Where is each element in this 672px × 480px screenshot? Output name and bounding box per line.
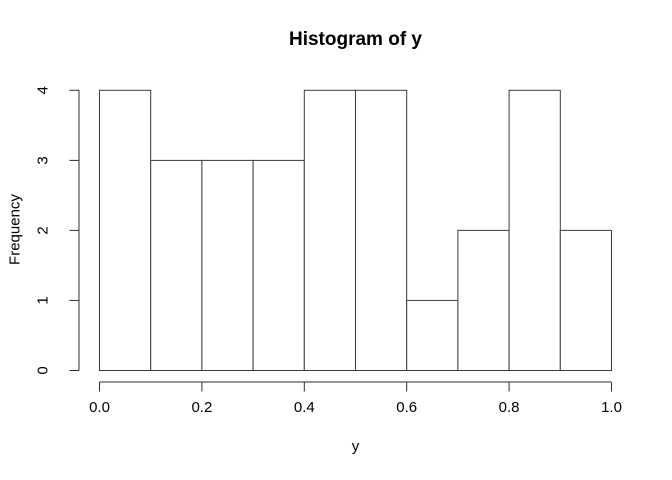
y-tick-label: 2 xyxy=(35,226,52,234)
histogram-bar xyxy=(99,89,152,372)
x-axis-label: y xyxy=(351,438,360,455)
histogram-bar xyxy=(457,229,510,371)
histogram-bar xyxy=(303,89,356,372)
histogram-bar xyxy=(252,159,305,371)
y-tick-label: 1 xyxy=(35,296,52,304)
x-tick-label: 0.8 xyxy=(499,399,520,416)
y-tick-label: 3 xyxy=(35,156,52,164)
x-tick-label: 0.4 xyxy=(294,399,315,416)
x-tick-label: 0.6 xyxy=(396,399,417,416)
y-axis-label: Frequency xyxy=(6,194,24,265)
y-tick-label: 0 xyxy=(35,366,52,374)
x-tick-label: 0.0 xyxy=(89,399,110,416)
histogram-bar xyxy=(508,89,561,372)
histogram-bar xyxy=(150,159,203,371)
chart-title: Histogram of y xyxy=(288,29,423,50)
histogram-bar xyxy=(201,159,254,371)
histogram-bar xyxy=(559,229,612,371)
histogram-bar xyxy=(355,89,408,372)
histogram-bar xyxy=(406,299,459,371)
x-tick-label: 0.2 xyxy=(191,399,212,416)
y-tick-label: 4 xyxy=(35,86,52,94)
x-tick-label: 1.0 xyxy=(601,399,622,416)
